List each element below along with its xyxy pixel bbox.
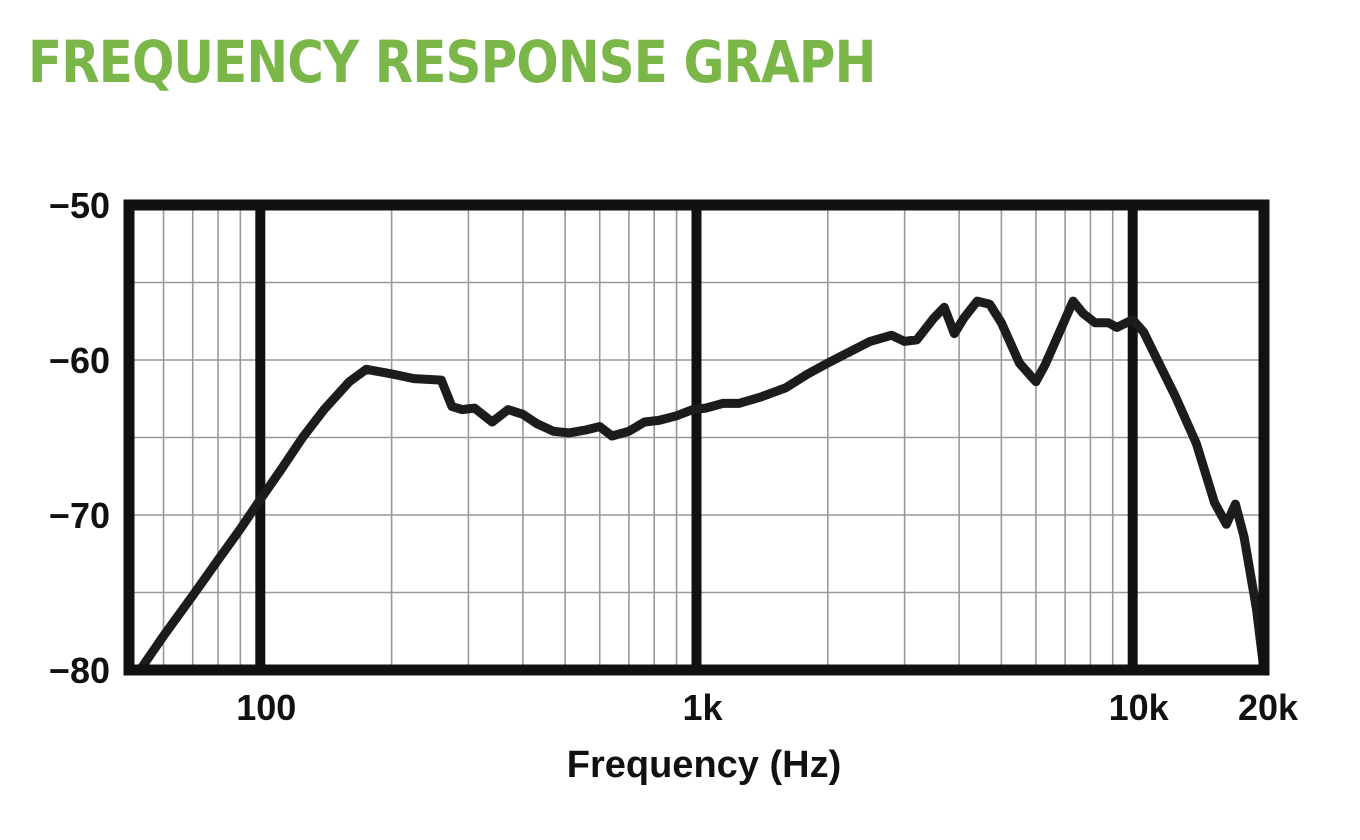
response-curve bbox=[135, 296, 1269, 675]
x-axis-tick-labels: 100 1k 10k 20k bbox=[236, 687, 1299, 728]
chart-title: FREQUENCY RESPONSE GRAPH bbox=[28, 28, 876, 96]
y-tick-label: −80 bbox=[49, 650, 110, 691]
y-tick-label: −50 bbox=[49, 185, 110, 226]
x-tick-label: 100 bbox=[236, 687, 296, 728]
plot-frame bbox=[123, 199, 1270, 676]
major-gridlines bbox=[255, 205, 1138, 670]
x-tick-label: 10k bbox=[1109, 687, 1170, 728]
y-tick-label: −60 bbox=[49, 340, 110, 381]
y-tick-label: −70 bbox=[49, 495, 110, 536]
y-axis-tick-labels: −50 −60 −70 −80 bbox=[49, 185, 110, 691]
x-tick-label: 20k bbox=[1238, 687, 1299, 728]
x-tick-label: 1k bbox=[682, 687, 723, 728]
x-axis-label: Frequency (Hz) bbox=[567, 744, 841, 786]
